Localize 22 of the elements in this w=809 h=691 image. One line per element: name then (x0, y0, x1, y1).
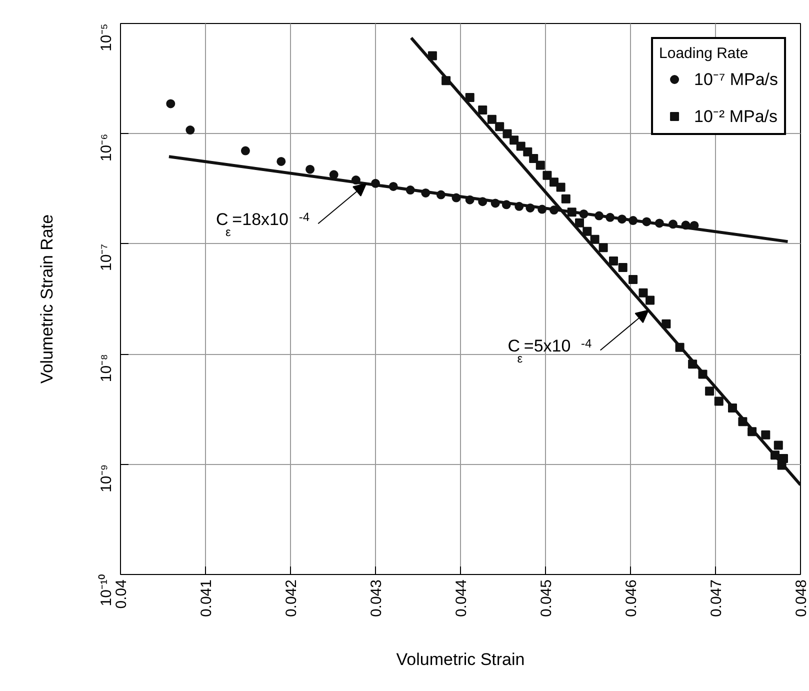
y-tick-label: 10⁻⁹ (98, 464, 115, 492)
x-tick-label: 0.041 (198, 579, 215, 618)
x-axis-title: Volumetric Strain (396, 650, 525, 670)
x-tick-label: 0.045 (538, 579, 555, 618)
y-tick-label: 10⁻⁵ (98, 23, 115, 52)
annotation: Cε =5x10-4 (508, 336, 592, 366)
x-tick-label: 0.042 (283, 579, 300, 618)
annotation: Cε =18x10-4 (216, 210, 310, 239)
legend-title: Loading Rate (659, 45, 750, 62)
x-tick-label: 0.043 (368, 579, 385, 618)
x-tick-label: 0.048 (793, 579, 809, 618)
x-tick-label: 0.044 (453, 579, 470, 618)
y-tick-label: 10⁻⁶ (98, 134, 115, 162)
legend-label: 10⁻⁷ MPa/s (694, 69, 778, 90)
y-tick-label: 10⁻⁷ (98, 244, 115, 272)
y-tick-label: 10⁻¹⁰ (98, 574, 115, 606)
x-tick-label: 0.046 (623, 579, 640, 618)
x-tick-label: 0.047 (708, 579, 725, 618)
x-tick-label: 0.04 (113, 579, 130, 609)
y-tick-label: 10⁻⁸ (98, 354, 115, 382)
legend-label: 10⁻² MPa/s (694, 106, 778, 127)
y-axis-title: Volumetric Strain Rate (38, 214, 56, 384)
